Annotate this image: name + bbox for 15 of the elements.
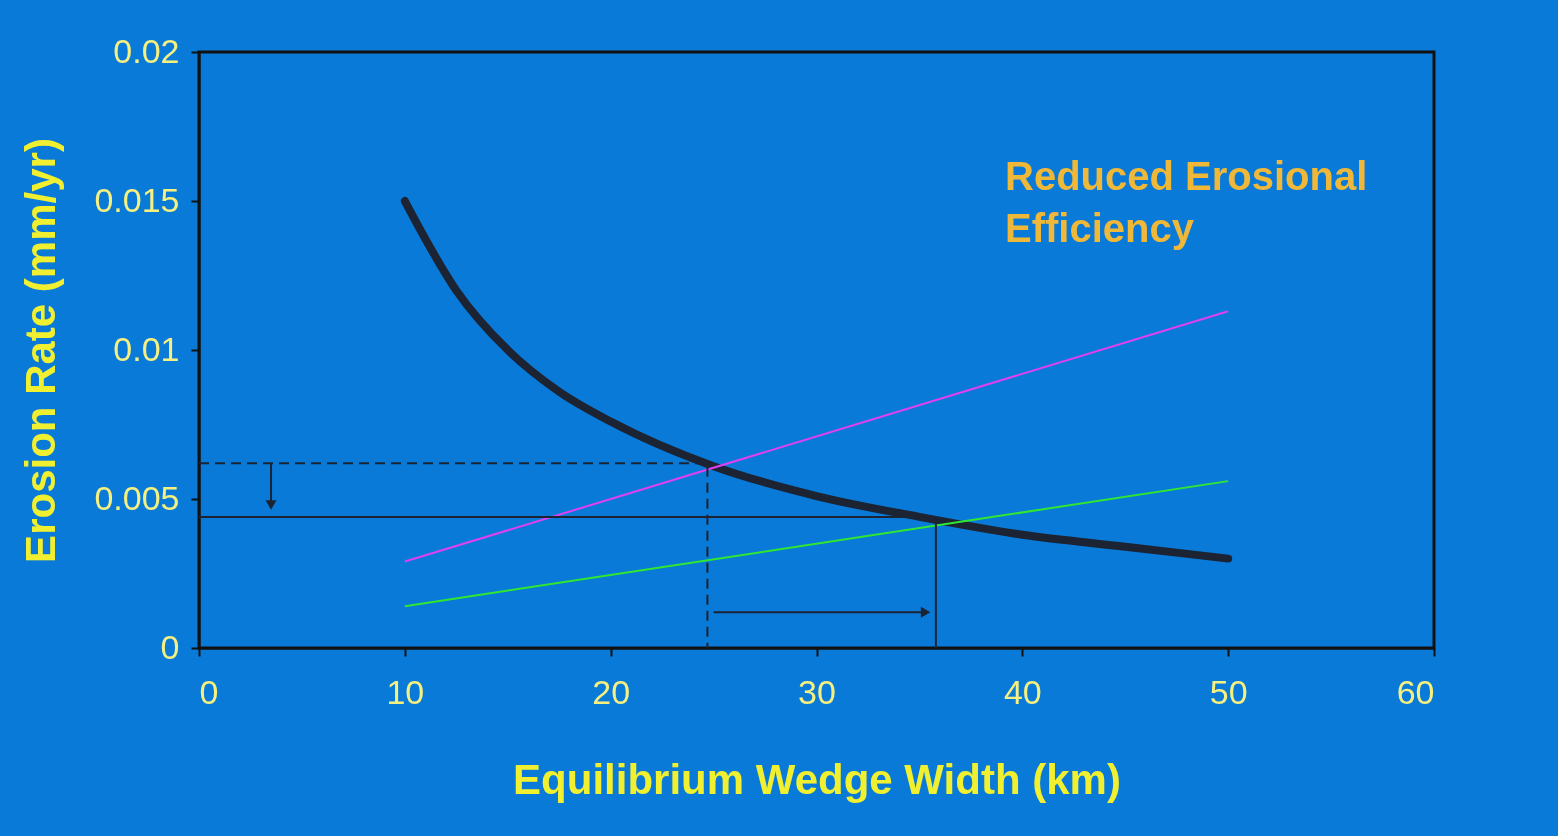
annotation: Reduced Erosional Efficiency xyxy=(1005,153,1369,252)
x-tick-label: 10 xyxy=(386,672,425,711)
x-tick-label: 40 xyxy=(1003,672,1042,711)
y-tick-label: 0.015 xyxy=(94,180,180,219)
y-tick-label: 0.02 xyxy=(113,31,180,70)
y-tick-label: 0.01 xyxy=(113,329,180,368)
x-tick-label: 60 xyxy=(1396,672,1435,711)
x-axis-title: Equilibrium Wedge Width (km) xyxy=(513,755,1121,803)
y-axis-title: Erosion Rate (mm/yr) xyxy=(17,138,65,563)
y-tick-label: 0.005 xyxy=(94,478,180,517)
y-tick-label: 0 xyxy=(160,627,180,666)
x-tick-label: 0 xyxy=(199,672,219,711)
x-tick-label: 30 xyxy=(798,672,836,711)
x-tick-label: 50 xyxy=(1209,672,1248,711)
x-tick-label: 20 xyxy=(592,672,631,711)
